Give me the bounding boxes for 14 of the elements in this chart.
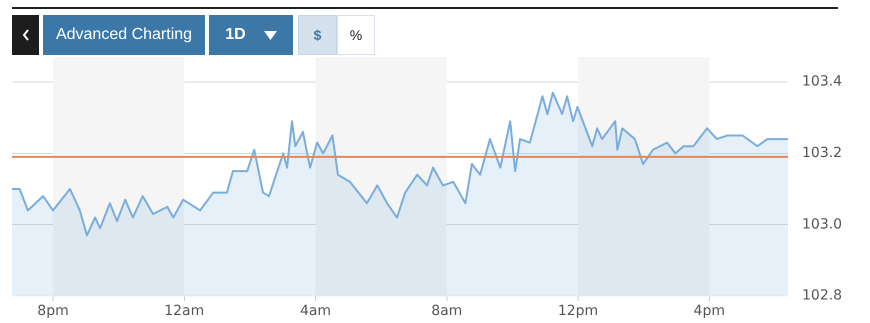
x-tick-label: 12am — [164, 303, 204, 320]
x-tick-label: 4pm — [694, 303, 725, 320]
y-tick-label: 103.0 — [802, 216, 842, 232]
text: % — [337, 15, 375, 55]
x-tick-label: 12pm — [558, 303, 598, 320]
x-tick-label: 4am — [300, 303, 332, 320]
y-tick-label: 103.2 — [802, 144, 842, 161]
x-tick-label: 8am — [431, 303, 462, 320]
text: Advanced Charting — [43, 15, 205, 55]
text: 1D — [225, 26, 246, 44]
y-tick-label: 103.4 — [802, 74, 842, 90]
x-tick-label: 8pm — [37, 303, 69, 320]
text: $ — [298, 15, 337, 55]
y-tick-label: 102.8 — [802, 288, 842, 304]
